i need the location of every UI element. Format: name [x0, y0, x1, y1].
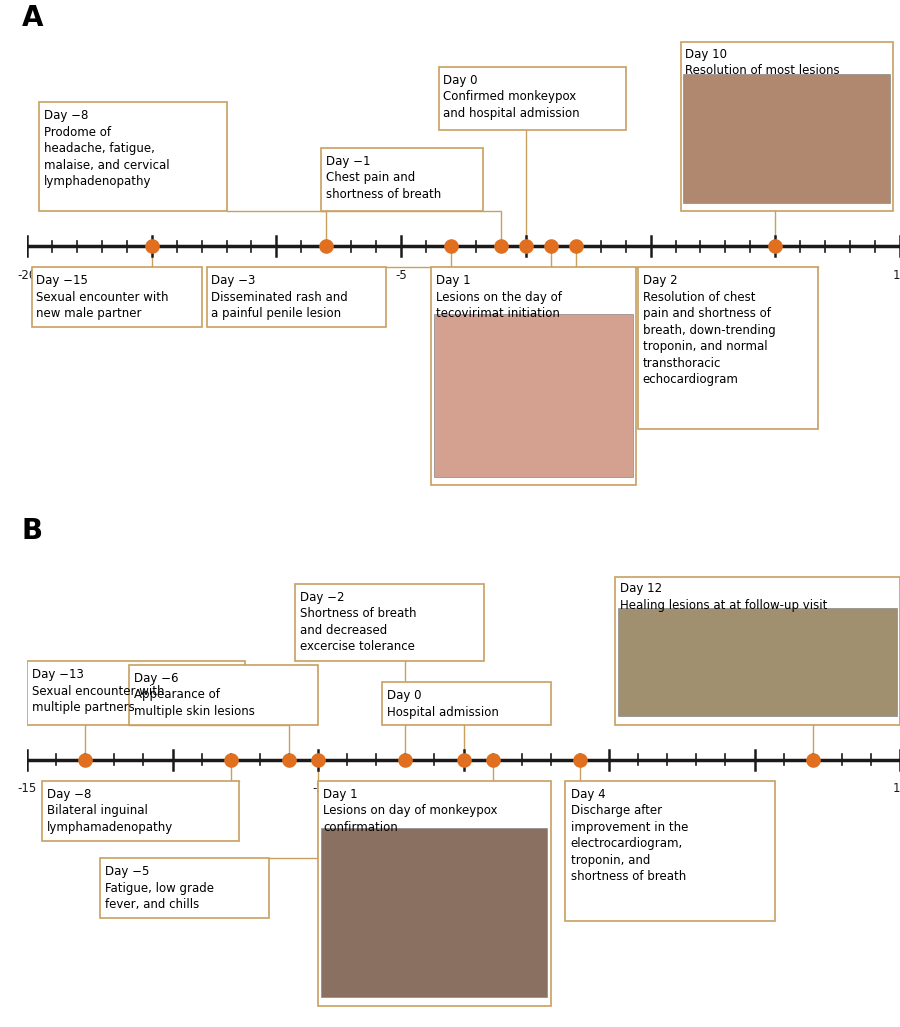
Text: Day 0
Hospital admission: Day 0 Hospital admission [387, 689, 500, 719]
Text: 5: 5 [606, 783, 613, 795]
Text: -20: -20 [17, 269, 37, 281]
Text: 10: 10 [747, 783, 762, 795]
Text: -10: -10 [163, 783, 182, 795]
Text: Day −3
Disseminated rash and
a painful penile lesion: Day −3 Disseminated rash and a painful p… [212, 274, 347, 320]
Text: Day 4
Discharge after
improvement in the
electrocardiogram,
troponin, and
shortn: Day 4 Discharge after improvement in the… [571, 788, 688, 883]
Text: Day 0
Confirmed monkeypox
and hospital admission: Day 0 Confirmed monkeypox and hospital a… [443, 74, 580, 120]
Text: Day 10
Resolution of most lesions: Day 10 Resolution of most lesions [685, 48, 840, 77]
Text: 15: 15 [893, 269, 900, 281]
Text: 15: 15 [893, 783, 900, 795]
FancyBboxPatch shape [321, 148, 483, 211]
Text: 0: 0 [460, 783, 467, 795]
FancyBboxPatch shape [129, 664, 318, 724]
FancyBboxPatch shape [438, 67, 626, 130]
Text: B: B [22, 517, 42, 545]
FancyBboxPatch shape [618, 608, 896, 716]
Text: -5: -5 [312, 783, 324, 795]
Text: Day −15
Sexual encounter with
new male partner: Day −15 Sexual encounter with new male p… [37, 274, 169, 320]
Text: Day −8
Prodome of
headache, fatigue,
malaise, and cervical
lymphadenopathy: Day −8 Prodome of headache, fatigue, mal… [44, 109, 169, 188]
Text: 0: 0 [522, 269, 529, 281]
Text: Day 1
Lesions on the day of
tecovirimat initiation: Day 1 Lesions on the day of tecovirimat … [436, 274, 562, 320]
FancyBboxPatch shape [382, 682, 551, 724]
Text: Day 2
Resolution of chest
pain and shortness of
breath, down-trending
troponin, : Day 2 Resolution of chest pain and short… [643, 274, 775, 386]
FancyBboxPatch shape [434, 314, 633, 477]
FancyBboxPatch shape [32, 267, 202, 327]
FancyBboxPatch shape [615, 577, 900, 724]
Text: -5: -5 [395, 269, 407, 281]
Text: A: A [22, 3, 43, 32]
Text: 10: 10 [768, 269, 783, 281]
FancyBboxPatch shape [27, 661, 245, 724]
FancyBboxPatch shape [40, 102, 227, 211]
Text: Day −8
Bilateral inguinal
lymphamadenopathy: Day −8 Bilateral inguinal lymphamadenopa… [47, 788, 173, 834]
FancyBboxPatch shape [294, 583, 484, 661]
Text: Day −2
Shortness of breath
and decreased
excercise tolerance: Day −2 Shortness of breath and decreased… [300, 591, 417, 653]
FancyBboxPatch shape [318, 781, 551, 1005]
FancyBboxPatch shape [683, 74, 889, 202]
Text: Day −5
Fatigue, low grade
fever, and chills: Day −5 Fatigue, low grade fever, and chi… [105, 865, 214, 911]
FancyBboxPatch shape [207, 267, 386, 327]
FancyBboxPatch shape [565, 781, 775, 921]
Text: 5: 5 [647, 269, 654, 281]
FancyBboxPatch shape [680, 42, 893, 211]
Text: -10: -10 [266, 269, 286, 281]
Text: Day 12
Healing lesions at at follow-up visit: Day 12 Healing lesions at at follow-up v… [620, 582, 827, 612]
FancyBboxPatch shape [41, 781, 239, 840]
Text: -15: -15 [142, 269, 161, 281]
Text: Day −6
Appearance of
multiple skin lesions: Day −6 Appearance of multiple skin lesio… [134, 672, 255, 718]
FancyBboxPatch shape [638, 267, 818, 429]
FancyBboxPatch shape [321, 828, 547, 997]
FancyBboxPatch shape [431, 267, 635, 486]
FancyBboxPatch shape [100, 859, 268, 918]
Text: Day 1
Lesions on day of monkeypox
confirmation: Day 1 Lesions on day of monkeypox confir… [323, 788, 498, 834]
Text: Day −13
Sexual encounter with
multiple partners: Day −13 Sexual encounter with multiple p… [32, 669, 165, 714]
Text: -15: -15 [17, 783, 37, 795]
Text: Day −1
Chest pain and
shortness of breath: Day −1 Chest pain and shortness of breat… [326, 155, 441, 200]
